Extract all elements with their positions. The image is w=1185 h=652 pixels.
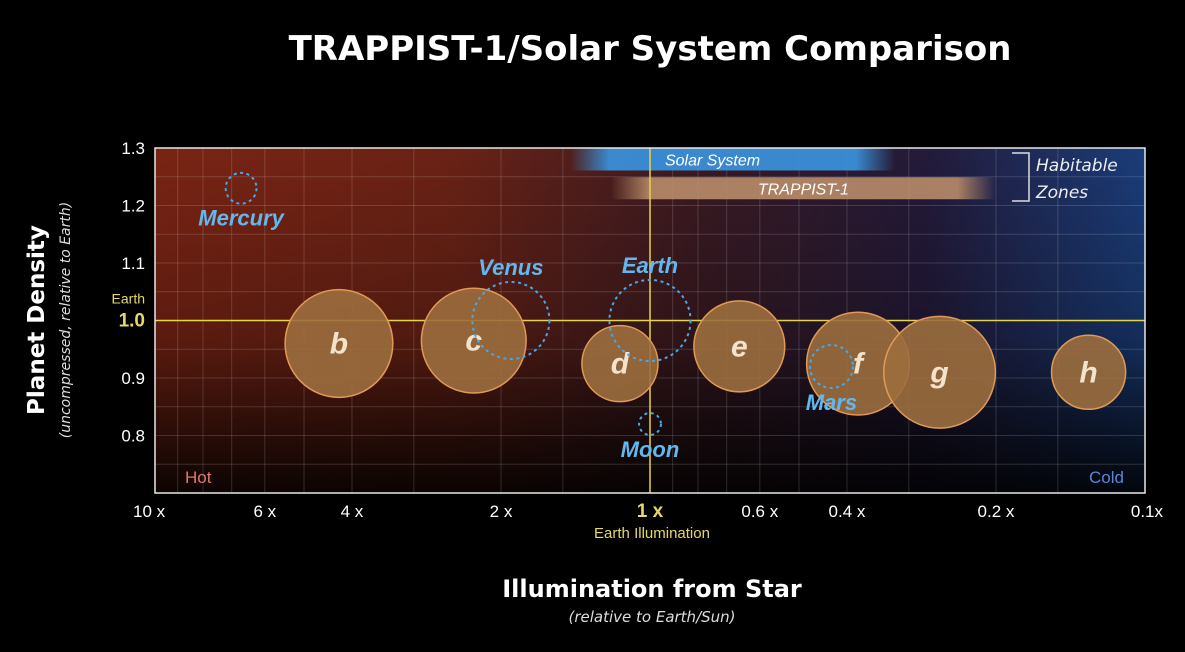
habitable-bracket: [1012, 152, 1030, 202]
planet-label-moon: Moon: [621, 437, 680, 462]
chart-title: TRAPPIST-1/Solar System Comparison: [289, 29, 1012, 69]
y-tick-label: 1.3: [121, 139, 145, 158]
x-axis-title: Illumination from Star: [502, 575, 802, 603]
x-tick-label: 0.6 x: [741, 502, 778, 521]
habitable-band-label: TRAPPIST-1: [758, 181, 849, 198]
y-tick-label: 0.8: [121, 427, 145, 446]
x-tick-label: 2 x: [490, 502, 513, 521]
planet-c: [420, 287, 527, 394]
planet-mars: [808, 344, 854, 389]
habitable-band-label: Solar System: [665, 153, 760, 170]
planet-moon: [638, 412, 662, 436]
earth-illumination-label: Earth Illumination: [594, 525, 710, 542]
planet-label-e: e: [731, 330, 748, 363]
planet-label-c: c: [465, 325, 482, 358]
x-tick-label: 0.2 x: [978, 502, 1015, 521]
x-axis-subtitle: (relative to Earth/Sun): [568, 608, 735, 626]
planet-label-f: f: [853, 348, 866, 381]
planet-d: [581, 324, 659, 403]
plot-frame: [154, 147, 1146, 494]
planet-label-g: g: [929, 356, 948, 389]
planet-label-earth: Earth: [622, 253, 678, 278]
planet-venus: [471, 280, 551, 361]
planet-e: [693, 300, 786, 393]
y-tick-label: 1.2: [121, 197, 145, 216]
y-tick-label: 1.0: [119, 311, 145, 332]
planet-label-mercury: Mercury: [198, 206, 285, 231]
planet-label-venus: Venus: [478, 255, 543, 280]
x-tick-label: 1 x: [637, 501, 664, 522]
earth-density-label: Earth: [112, 291, 145, 307]
x-tick-label: 6 x: [253, 502, 276, 521]
y-tick-label: 1.1: [121, 254, 145, 273]
habitable-label-line2: Zones: [1035, 183, 1088, 203]
hot-label: Hot: [185, 468, 212, 487]
x-tick-label: 0.1x: [1131, 502, 1164, 521]
planet-h: [1050, 334, 1127, 411]
y-axis-title: Planet Density: [24, 225, 50, 415]
planet-label-mars: Mars: [806, 390, 857, 415]
planet-markers: b c d e f g h Mercury Venus Earth Mars Moon: [198, 171, 1127, 462]
planet-g: [883, 315, 997, 429]
habitable-band-solar-system: [570, 148, 895, 171]
habitable-zone-bands: Solar System TRAPPIST-1: [570, 148, 996, 200]
y-axis-subtitle: (uncompressed, relative to Earth): [58, 202, 74, 438]
planet-earth: [608, 278, 692, 363]
x-tick-label: 0.4 x: [829, 502, 866, 521]
axis-ticks: 10 x 6 x 4 x 2 x 1 x 0.6 x 0.4 x 0.2 x 0.1x 1.3 1.…: [112, 139, 1164, 522]
x-tick-label: 10 x: [133, 502, 166, 521]
planet-mercury: [224, 171, 258, 205]
planet-b: [284, 288, 394, 399]
planet-label-b: b: [330, 328, 348, 361]
cold-label: Cold: [1089, 468, 1124, 487]
planet-label-h: h: [1079, 356, 1097, 389]
habitable-band-trappist-1: [610, 177, 996, 200]
habitable-label-line1: Habitable: [1036, 156, 1118, 176]
planet-label-d: d: [611, 348, 630, 381]
y-tick-label: 0.9: [121, 369, 145, 388]
x-tick-label: 4 x: [341, 502, 364, 521]
